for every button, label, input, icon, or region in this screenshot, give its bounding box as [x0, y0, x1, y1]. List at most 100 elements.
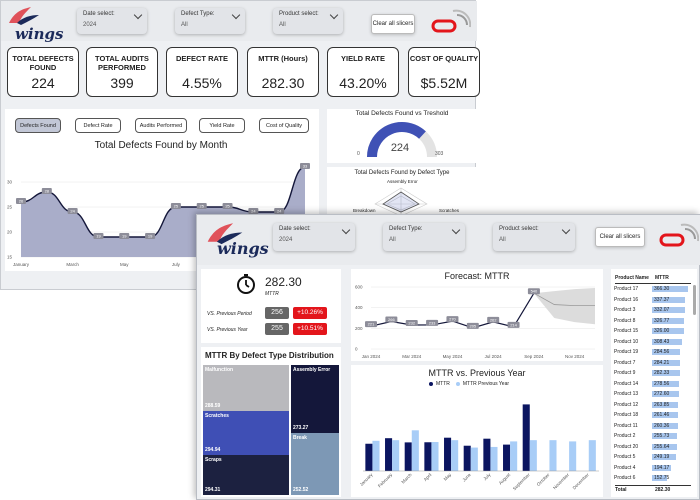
toggle-defects-found[interactable]: Defects Found: [15, 118, 61, 133]
x-tick-label: May 2024: [443, 354, 463, 359]
mttr-value: 332.07: [654, 307, 670, 313]
kpi-total-audits: TOTAL AUDITS PERFORMED 399: [86, 47, 158, 97]
toggle-yield-rate[interactable]: Yield Rate: [199, 118, 245, 133]
product-slicer[interactable]: Product select: All: [273, 8, 343, 34]
slicer-label: Product select:: [499, 226, 539, 232]
table-row[interactable]: Product 14 278.56: [611, 380, 691, 388]
mttr-bar: [652, 349, 680, 355]
comparison-value: 256: [265, 307, 289, 319]
clear-slicers-button[interactable]: Clear all slicers: [371, 14, 415, 34]
defect-type-slicer[interactable]: Defect Type: All: [175, 8, 245, 34]
treemap-cell-scraps[interactable]: Scraps 294.31: [203, 455, 289, 495]
table-row[interactable]: Product 2 255.73: [611, 432, 691, 440]
gauge-panel: [327, 109, 477, 163]
data-label-box: [93, 233, 104, 239]
table-row[interactable]: Product 12 263.85: [611, 401, 691, 409]
bar: [522, 404, 530, 471]
bar: [411, 430, 419, 471]
data-label-box: [527, 288, 540, 295]
slicer-value: All: [181, 22, 188, 28]
product-name: Product 19: [614, 349, 639, 355]
eraser-icon[interactable]: [657, 221, 699, 251]
data-label: 19: [148, 234, 153, 239]
table-row[interactable]: Product 20 255.64: [611, 443, 691, 451]
product-name: Product 10: [614, 338, 639, 345]
product-name: Product 6: [614, 475, 636, 481]
data-label-box: [16, 198, 26, 204]
treemap-cell-assembly-error[interactable]: Assembly Error 273.27: [291, 365, 339, 433]
table-row[interactable]: Product 11 260.36: [611, 422, 691, 430]
date-slicer[interactable]: Date select: 2024: [77, 8, 147, 34]
treemap-value: 288.59: [205, 403, 221, 409]
table-row[interactable]: Product 17 366.30: [611, 285, 691, 293]
mttr-bar: [652, 307, 685, 313]
x-tick-label: March: [66, 262, 79, 267]
eraser-icon[interactable]: [429, 9, 471, 35]
bar: [404, 442, 412, 471]
data-label-box: [365, 321, 377, 328]
kpi-title: DEFECT RATE: [176, 54, 228, 63]
kpi-value: 282.30: [261, 75, 305, 91]
kpi-title: YIELD RATE: [340, 54, 386, 63]
radar-title: Total Defects Found by Defect Type: [354, 170, 450, 176]
data-label-box: [405, 320, 418, 327]
bar: [483, 438, 491, 471]
gauge-value: 224: [390, 142, 410, 154]
product-slicer[interactable]: Product select: All: [493, 223, 575, 251]
table-row[interactable]: Product 4 194.17: [611, 464, 691, 472]
table-row[interactable]: Product 13 272.60: [611, 390, 691, 398]
table-row[interactable]: Product 8 326.77: [611, 317, 691, 325]
table-row[interactable]: Product 9 282.33: [611, 369, 691, 377]
data-label: 19: [122, 234, 127, 239]
mttr-bar: [652, 296, 686, 303]
table-row[interactable]: Product 5 249.19: [611, 453, 691, 461]
treemap-cell-malfunction[interactable]: Malfunction 288.59: [203, 365, 289, 411]
slicer-value: 2024: [83, 22, 97, 28]
table-row[interactable]: Product 18 261.46: [611, 411, 691, 419]
wings-logo: wings: [7, 5, 63, 43]
x-tick-label: May: [120, 262, 129, 267]
table-body: Product 17 366.30 Product 16 337.37 Product …: [611, 285, 697, 485]
table-row[interactable]: Product 7 284.21: [611, 359, 691, 367]
toggle-defect-rate[interactable]: Defect Rate: [75, 118, 121, 133]
table-row[interactable]: Product 19 284.56: [611, 348, 691, 356]
table-row[interactable]: Product 15 326.00: [611, 327, 691, 335]
bar: [392, 440, 400, 471]
table-scrollbar[interactable]: [693, 285, 696, 315]
toggle-audits-performed[interactable]: Audits Performed: [135, 118, 187, 133]
comparison-label: VS. Previous Year: [207, 327, 248, 333]
treemap-value: 294.31: [205, 487, 221, 493]
kpi-value: 224: [31, 75, 55, 91]
mttr-value: 366.30: [654, 286, 670, 292]
product-name: Product 13: [614, 391, 639, 397]
table-row[interactable]: Product 10 308.43: [611, 338, 691, 346]
product-name: Product 18: [614, 412, 639, 418]
data-label-box: [41, 188, 52, 194]
data-label: 221: [368, 322, 375, 327]
treemap-cell-break[interactable]: Break 252.52: [291, 433, 339, 495]
treemap-cell-scratches[interactable]: Scratches 294.94: [203, 411, 289, 455]
data-label-box: [300, 163, 310, 169]
table-row[interactable]: Product 6 152.75: [611, 474, 691, 482]
mttr-bar: [652, 475, 667, 481]
table-header-product[interactable]: Product Name: [615, 275, 649, 281]
mttr-bar: [652, 380, 680, 387]
table-row[interactable]: Product 16 337.37: [611, 296, 691, 304]
product-name: Product 14: [614, 380, 639, 387]
bar: [463, 445, 471, 471]
clear-slicers-button[interactable]: Clear all slicers: [595, 227, 645, 247]
defect-type-slicer[interactable]: Defect Type: All: [383, 223, 465, 251]
product-name: Product 12: [614, 401, 639, 408]
toggle-cost-of-quality[interactable]: Cost of Quality: [259, 118, 309, 133]
product-name: Product 17: [614, 286, 639, 292]
data-label: 26: [19, 199, 24, 204]
product-name: Product 11: [614, 422, 638, 429]
date-slicer[interactable]: Date select: 2024: [273, 223, 355, 251]
bar: [529, 440, 537, 471]
table-header-mttr[interactable]: MTTR: [655, 275, 669, 281]
data-label: 24: [277, 209, 282, 214]
mttr-value: 282.33: [654, 370, 670, 376]
table-row[interactable]: Product 3 332.07: [611, 306, 691, 314]
bar: [510, 441, 518, 471]
y-tick-label: 30: [7, 180, 13, 185]
